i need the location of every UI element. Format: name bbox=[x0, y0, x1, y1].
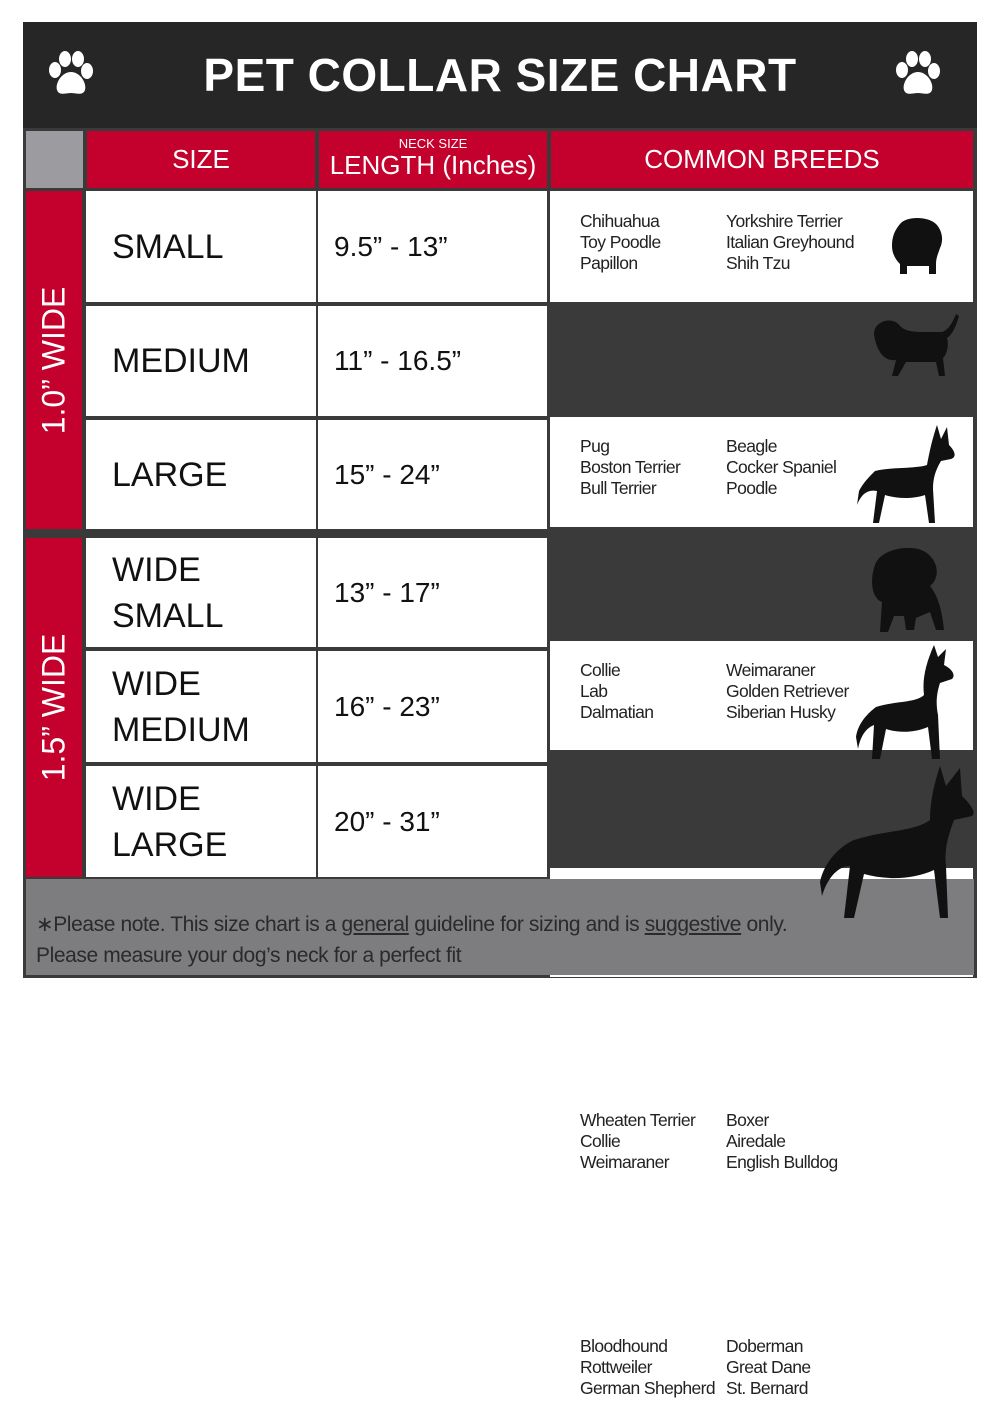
breed-name: Doberman bbox=[726, 1335, 804, 1356]
note-line-2: Please measure your dog’s neck for a per… bbox=[36, 944, 462, 967]
breed-name: Siberian Husky bbox=[726, 701, 836, 722]
size-label: MEDIUM bbox=[112, 342, 250, 380]
breed-name: Bull Terrier bbox=[580, 478, 657, 498]
size-cell: WIDE MEDIUM bbox=[86, 651, 316, 762]
breed-name: Beagle bbox=[726, 436, 778, 456]
size-cell: SMALL bbox=[86, 191, 316, 302]
title-bar: PET COLLAR SIZE CHART bbox=[23, 22, 977, 128]
note-text: guideline for sizing and is bbox=[408, 913, 640, 936]
header-length: NECK SIZE LENGTH (Inches) bbox=[319, 131, 547, 188]
breed-name: German Shepherd bbox=[580, 1377, 716, 1398]
length-cell: 9.5” - 13” bbox=[318, 191, 547, 302]
length-cell: 15” - 24” bbox=[318, 420, 547, 529]
breed-name: Bloodhound bbox=[580, 1335, 668, 1356]
note-text: ∗Please note. This size chart is a bbox=[36, 913, 337, 936]
breed-name: Shih Tzu bbox=[726, 252, 791, 273]
breed-name: Golden Retriever bbox=[726, 680, 849, 701]
length-value: 9.5” - 13” bbox=[334, 230, 448, 262]
breed-name: Rottweiler bbox=[580, 1356, 652, 1377]
group-band-1: 1.0” WIDE bbox=[26, 191, 82, 529]
header-size: SIZE bbox=[87, 131, 315, 188]
length-cell: 13” - 17” bbox=[318, 538, 547, 647]
breed-name: Toy Poodle bbox=[580, 231, 661, 252]
breed-name: Airedale bbox=[726, 1130, 786, 1151]
breed-name: Great Dane bbox=[726, 1356, 811, 1377]
size-cell: LARGE bbox=[86, 420, 316, 529]
size-label: SMALL bbox=[112, 227, 224, 266]
breeds-cell: Collie Lab Dalmatian Weimaraner Golden Retri… bbox=[550, 641, 973, 750]
length-value: 15” - 24” bbox=[334, 458, 440, 490]
size-label: LARGE bbox=[112, 455, 228, 494]
breed-name: Boxer bbox=[726, 1109, 769, 1130]
pitbull-silhouette-icon bbox=[856, 645, 954, 759]
length-value: 20” - 31” bbox=[334, 805, 440, 837]
breed-name: Poodle bbox=[726, 478, 778, 498]
length-cell: 11” - 16.5” bbox=[318, 306, 547, 416]
breeds-cell: Pug Boston Terrier Bull Terrier Beagle Cocke… bbox=[550, 417, 973, 527]
breed-name: Weimaraner bbox=[580, 1151, 670, 1172]
breed-name: Collie bbox=[580, 1130, 621, 1151]
header-size-label: SIZE bbox=[172, 144, 230, 174]
bulldog-silhouette-icon bbox=[872, 548, 944, 632]
breed-name: Chihuahua bbox=[580, 210, 660, 231]
header-length-sub: NECK SIZE bbox=[398, 136, 468, 151]
size-label: MEDIUM bbox=[112, 710, 250, 749]
breed-name: Boston Terrier bbox=[580, 457, 681, 477]
header-breeds-label: COMMON BREEDS bbox=[644, 144, 880, 174]
size-label: WIDE bbox=[112, 779, 201, 818]
breed-name: Dalmatian bbox=[580, 701, 654, 722]
breed-name: Wheaten Terrier bbox=[580, 1109, 696, 1130]
breed-name: Collie bbox=[580, 659, 621, 680]
size-label: SMALL bbox=[112, 596, 224, 635]
doberman-silhouette-icon bbox=[820, 766, 974, 918]
page-title: PET COLLAR SIZE CHART bbox=[203, 49, 797, 101]
table-row: LARGE 15” - 24” Collie Lab Dalmatian Weimar… bbox=[0, 221, 1000, 750]
length-cell: 20” - 31” bbox=[318, 766, 547, 877]
breed-name: Yorkshire Terrier bbox=[726, 210, 843, 231]
footer-note: ∗Please note. This size chart is a gener… bbox=[26, 879, 974, 975]
small-dog-silhouette-icon bbox=[892, 218, 943, 274]
breed-name: Lab bbox=[580, 680, 608, 701]
note-text: only. bbox=[741, 913, 788, 936]
length-value: 13” - 17” bbox=[334, 576, 440, 608]
size-cell: MEDIUM bbox=[86, 306, 316, 416]
length-value: 11” - 16.5” bbox=[334, 345, 462, 376]
breed-name: Cocker Spaniel bbox=[726, 457, 837, 477]
size-label: LARGE bbox=[112, 825, 228, 864]
length-value: 16” - 23” bbox=[334, 690, 440, 722]
breed-name: Papillon bbox=[580, 252, 638, 273]
header-breeds: COMMON BREEDS bbox=[551, 131, 973, 188]
breeds-cell: Bloodhound Rottweiler German Shepherd Dober… bbox=[550, 1316, 973, 1427]
size-cell: WIDE SMALL bbox=[86, 538, 316, 647]
breed-name: Pug bbox=[580, 436, 610, 456]
size-label: WIDE bbox=[112, 550, 201, 589]
header-length-label: LENGTH (Inches) bbox=[329, 150, 537, 180]
breed-name: Italian Greyhound bbox=[726, 231, 855, 252]
size-label: WIDE bbox=[112, 664, 201, 703]
breed-name: Weimaraner bbox=[726, 659, 816, 680]
breed-name: St. Bernard bbox=[726, 1377, 809, 1398]
paw-icon bbox=[49, 51, 93, 94]
note-emph: suggestive bbox=[644, 913, 742, 936]
breeds-cell: Wheaten Terrier Collie Weimaraner Boxer Aire… bbox=[550, 1090, 973, 1201]
size-cell: WIDE LARGE bbox=[86, 766, 316, 877]
group-band-2: 1.5” WIDE bbox=[26, 538, 82, 877]
breed-name: English Bulldog bbox=[726, 1151, 838, 1172]
table-row: MEDIUM 11” - 16.5” Pug Boston Terrier Bull… bbox=[0, 111, 1000, 527]
large-dog-silhouette-icon bbox=[857, 425, 955, 523]
length-cell: 16” - 23” bbox=[318, 651, 547, 762]
medium-dog-silhouette-icon bbox=[874, 314, 959, 376]
note-emph: general bbox=[341, 913, 410, 936]
group-label: 1.0” WIDE bbox=[35, 286, 72, 434]
group-label: 1.5” WIDE bbox=[35, 633, 72, 782]
paw-icon bbox=[896, 51, 940, 94]
corner-cell bbox=[26, 131, 83, 188]
